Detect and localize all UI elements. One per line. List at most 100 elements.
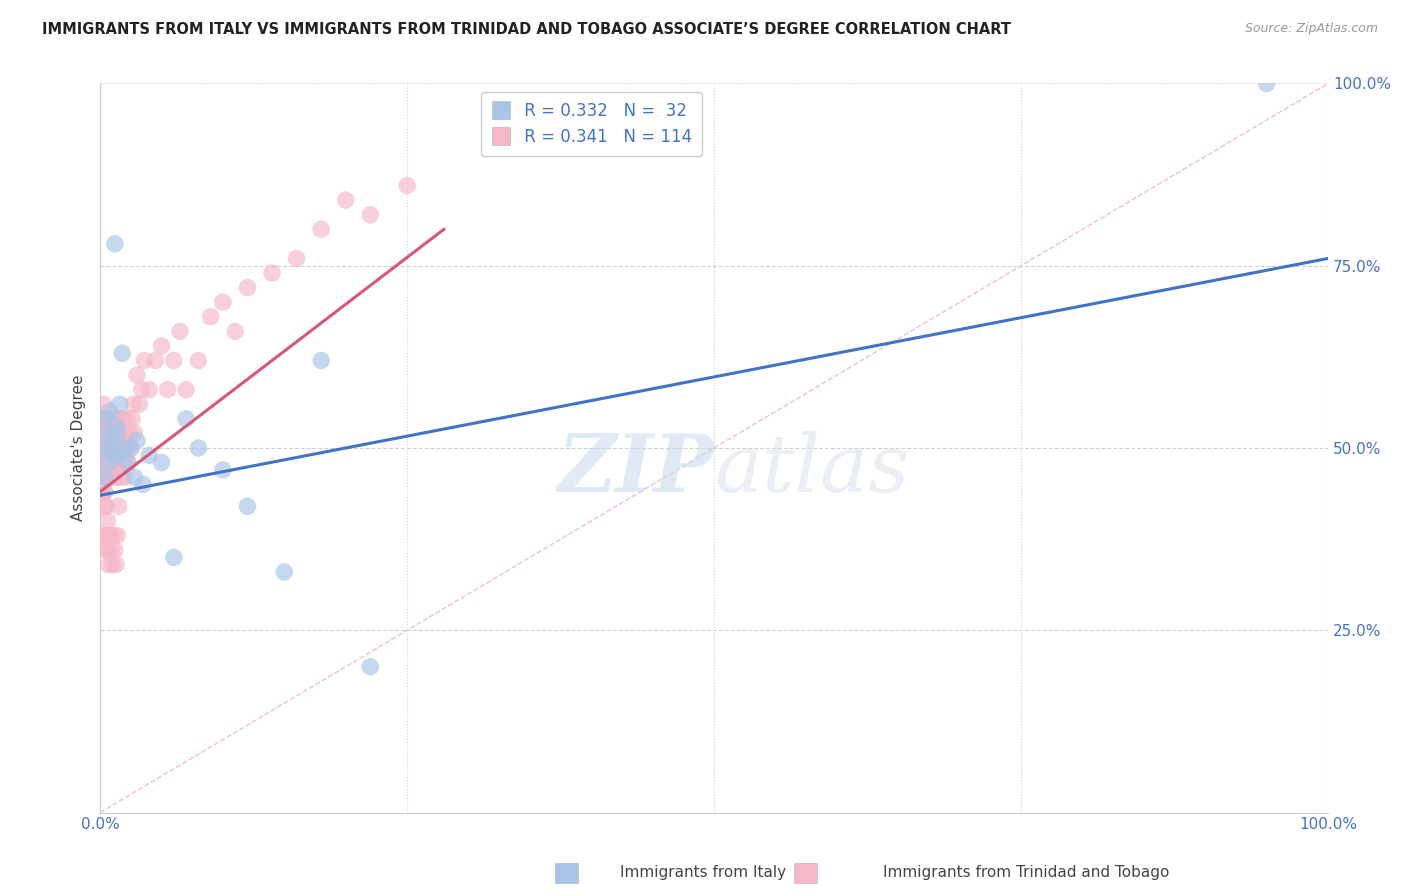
Point [212, 463, 235, 477]
Point [98, 528, 121, 542]
Point [107, 412, 129, 426]
Point [100, 441, 122, 455]
Point [105, 426, 128, 441]
Point [120, 441, 142, 455]
Point [111, 412, 134, 426]
Point [114, 426, 136, 441]
Point [359, 208, 381, 222]
Point [93, 412, 115, 426]
Point [93, 470, 115, 484]
Point [97, 412, 120, 426]
Point [187, 441, 209, 455]
Point [101, 426, 124, 441]
Point [105, 412, 128, 426]
Point [100, 456, 122, 470]
Point [134, 353, 156, 368]
Point [94, 543, 117, 558]
Point [93, 397, 115, 411]
Point [111, 441, 134, 455]
Point [91, 426, 114, 441]
Text: Source: ZipAtlas.com: Source: ZipAtlas.com [1244, 22, 1378, 36]
Point [93, 470, 115, 484]
Point [174, 383, 197, 397]
Point [103, 426, 125, 441]
Point [93, 441, 115, 455]
Point [103, 448, 125, 462]
Point [105, 456, 128, 470]
Point [101, 470, 124, 484]
Point [224, 324, 246, 338]
Point [124, 426, 146, 441]
Point [115, 412, 138, 426]
Point [107, 441, 129, 455]
Point [107, 448, 129, 462]
Point [145, 353, 167, 368]
Point [120, 441, 142, 455]
Point [94, 470, 117, 484]
Point [96, 456, 118, 470]
Point [96, 441, 118, 455]
Point [101, 412, 124, 426]
Point [212, 295, 235, 310]
Point [104, 236, 127, 251]
Point [150, 339, 173, 353]
Point [200, 310, 222, 324]
Point [117, 456, 139, 470]
Point [96, 528, 118, 542]
Point [112, 456, 135, 470]
Point [105, 528, 128, 542]
Point [187, 353, 209, 368]
Point [96, 426, 118, 441]
Point [359, 659, 381, 673]
Point [97, 441, 120, 455]
Point [236, 500, 259, 514]
Text: Immigrants from Trinidad and Tobago: Immigrants from Trinidad and Tobago [883, 865, 1170, 880]
Point [94, 456, 117, 470]
Point [104, 456, 127, 470]
Point [97, 558, 120, 572]
Point [98, 456, 121, 470]
Legend:  R = 0.332   N =  32,  R = 0.341   N = 114: R = 0.332 N = 32, R = 0.341 N = 114 [481, 92, 702, 156]
Point [125, 368, 148, 382]
Point [108, 456, 131, 470]
Point [108, 397, 131, 411]
Point [273, 565, 295, 579]
Point [97, 528, 120, 542]
Point [90, 441, 112, 455]
Point [169, 324, 191, 338]
Point [396, 178, 419, 193]
Point [94, 500, 117, 514]
Point [260, 266, 283, 280]
Point [96, 470, 118, 484]
Point [156, 383, 179, 397]
Point [163, 353, 186, 368]
Point [100, 426, 122, 441]
Point [90, 412, 112, 426]
Point [98, 404, 121, 418]
Point [104, 441, 127, 455]
Point [96, 441, 118, 455]
Text: atlas: atlas [714, 431, 910, 508]
Point [105, 558, 128, 572]
Point [97, 456, 120, 470]
Point [105, 470, 128, 484]
Point [108, 426, 131, 441]
Point [93, 528, 115, 542]
Point [96, 500, 118, 514]
Point [115, 456, 138, 470]
Point [96, 426, 118, 441]
Point [96, 456, 118, 470]
Point [103, 456, 125, 470]
Point [121, 412, 143, 426]
Point [96, 470, 118, 484]
Point [115, 441, 138, 455]
Point [174, 412, 197, 426]
Point [285, 252, 308, 266]
Point [105, 426, 128, 441]
Text: IMMIGRANTS FROM ITALY VS IMMIGRANTS FROM TRINIDAD AND TOBAGO ASSOCIATE’S DEGREE : IMMIGRANTS FROM ITALY VS IMMIGRANTS FROM… [42, 22, 1011, 37]
Point [150, 456, 173, 470]
Text: ZIP: ZIP [557, 431, 714, 508]
Point [97, 456, 120, 470]
Point [125, 434, 148, 448]
Point [96, 514, 118, 528]
